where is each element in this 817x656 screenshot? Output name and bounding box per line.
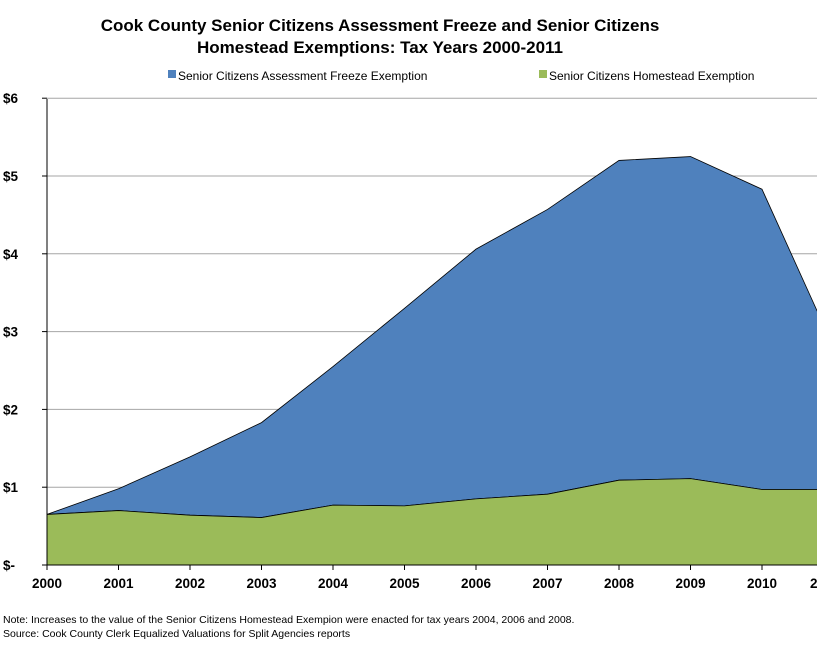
y-tick-label: $5 [3,169,19,184]
chart-title: Cook County Senior Citizens Assessment F… [101,16,660,35]
plot-areas [46,156,817,566]
y-tick-label: $- [3,558,15,573]
source-note: Source: Cook County Clerk Equalized Valu… [3,628,351,640]
y-tick-label: $4 [3,247,19,262]
legend-label-freeze: Senior Citizens Assessment Freeze Exempt… [178,69,427,83]
x-tick-label: 2000 [32,576,62,591]
legend-swatch-homestead [539,70,547,78]
x-tick-label: 2 [810,576,817,591]
x-tick-label: 2004 [318,576,349,591]
y-tick-label: $1 [3,480,19,495]
x-tick-labels: 2000 2001 2002 2003 2004 2005 2006 2007 2008 2009… [32,576,817,591]
x-tick-label: 2010 [747,576,777,591]
y-tick-label: $2 [3,402,18,417]
series-area-homestead [46,478,817,566]
axes [42,97,817,570]
x-tick-label: 2001 [103,576,134,591]
footnote: Note: Increases to the value of the Seni… [3,614,575,626]
x-tick-label: 2006 [461,576,492,591]
series-area-freeze [46,156,817,518]
legend-swatch-freeze [168,70,176,78]
y-tick-label: $6 [3,91,19,106]
y-tick-label: $3 [3,325,19,340]
y-tick-labels: $- $1 $2 $3 $4 $5 $6 [3,91,19,573]
x-tick-label: 2005 [389,576,420,591]
x-tick-label: 2002 [175,576,205,591]
x-tick-label: 2007 [532,576,562,591]
legend-label-homestead: Senior Citizens Homestead Exemption [549,69,754,83]
chart-subtitle: Homestead Exemptions: Tax Years 2000-201… [197,38,563,57]
x-tick-label: 2008 [604,576,635,591]
x-tick-label: 2009 [675,576,705,591]
x-tick-label: 2003 [246,576,277,591]
